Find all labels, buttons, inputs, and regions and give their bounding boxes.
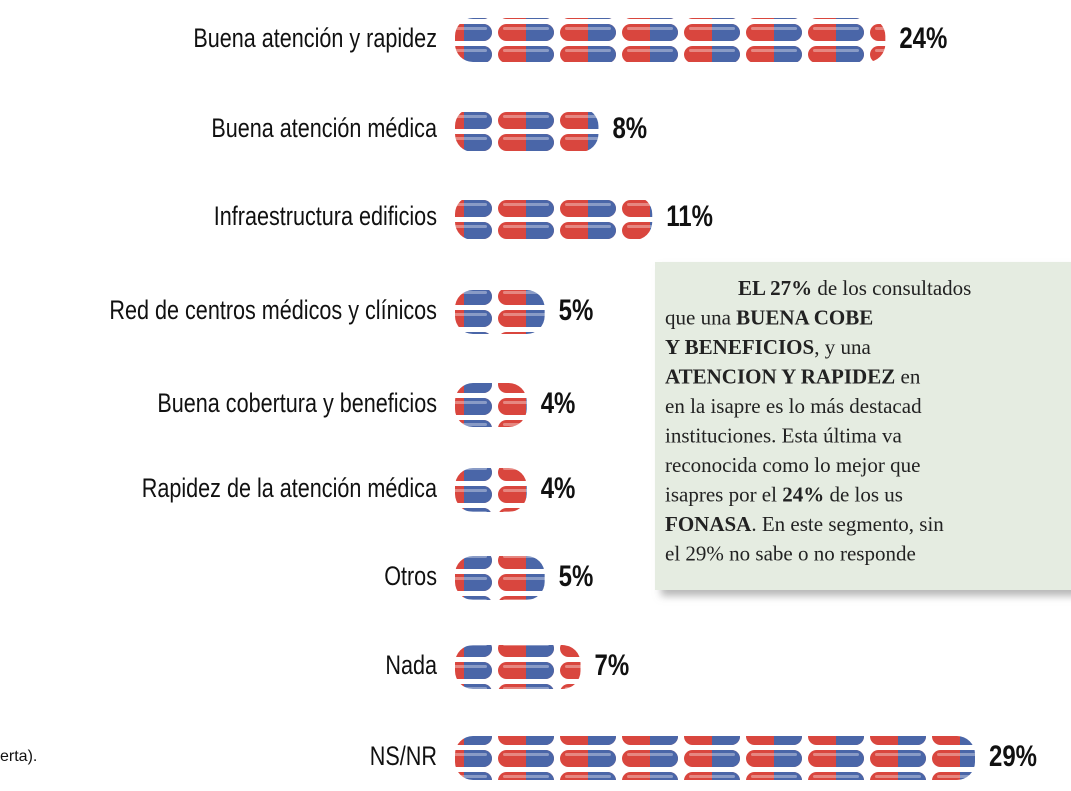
value-label: 5% xyxy=(559,558,594,592)
value-label: 29% xyxy=(989,738,1037,772)
category-label: Buena cobertura y beneficios xyxy=(157,389,437,419)
annotation-run: . En este segmento, sin xyxy=(751,512,944,536)
annotation-run: BUENA COBE xyxy=(736,305,873,329)
annotation-line: FONASA. En este segmento, sin xyxy=(665,512,944,536)
category-label: Infraestructura edificios xyxy=(214,202,437,232)
annotation-run: en xyxy=(895,364,921,388)
annotation-run: de los us xyxy=(824,482,903,506)
annotation-line: ATENCION Y RAPIDEZ en xyxy=(665,364,921,388)
value-label: 5% xyxy=(559,292,594,326)
annotation-line: instituciones. Esta última va xyxy=(665,423,902,447)
category-label: Buena atención y rapidez xyxy=(193,24,437,54)
annotation-run: 24% xyxy=(782,482,824,506)
annotation-run: , y una xyxy=(814,335,871,359)
value-label: 4% xyxy=(541,385,576,419)
value-label: 11% xyxy=(666,198,713,232)
annotation-run: isapres por el xyxy=(665,482,782,506)
value-label: 4% xyxy=(541,470,576,504)
annotation-run: que una xyxy=(665,305,736,329)
annotation-run: el 29% no sabe o no responde xyxy=(665,541,916,565)
category-label: Rapidez de la atención médica xyxy=(142,474,438,504)
annotation-line: el 29% no sabe o no responde xyxy=(665,541,916,565)
value-label: 8% xyxy=(612,110,647,144)
annotation-run: de los consultados xyxy=(812,276,971,300)
annotation-line: Y BENEFICIOS, y una xyxy=(665,335,871,359)
value-label: 24% xyxy=(899,20,947,54)
bar xyxy=(455,108,599,152)
annotation-run: ATENCION Y RAPIDEZ xyxy=(665,364,895,388)
annotation-line: reconocida como lo mejor que xyxy=(665,453,920,477)
bar xyxy=(455,736,975,780)
annotation-run: FONASA xyxy=(665,512,752,536)
category-label: Red de centros médicos y clínicos xyxy=(109,296,437,326)
annotation-line: en la isapre es lo más destacad xyxy=(665,394,922,418)
bar xyxy=(455,556,545,600)
bar xyxy=(455,18,886,62)
bar xyxy=(455,196,653,240)
annotation-box xyxy=(655,262,1071,590)
bar xyxy=(455,290,545,334)
annotation-run: en la isapre es lo más destacad xyxy=(665,394,922,418)
annotation-run: Y BENEFICIOS xyxy=(665,335,814,359)
annotation-run: instituciones. Esta última va xyxy=(665,423,902,447)
annotation-line: EL 27% de los consultados xyxy=(738,276,971,300)
annotation-line: que una BUENA COBE xyxy=(665,305,873,329)
annotation-run: EL 27% xyxy=(738,276,812,300)
category-label: Buena atención médica xyxy=(211,114,437,144)
category-label: NS/NR xyxy=(370,742,437,772)
bar xyxy=(455,645,581,689)
bar xyxy=(455,383,527,427)
category-label: Nada xyxy=(385,651,437,681)
annotation-run: reconocida como lo mejor que xyxy=(665,453,920,477)
bar xyxy=(455,468,527,512)
annotation-line: isapres por el 24% de los us xyxy=(665,482,903,506)
category-label: Otros xyxy=(384,562,437,592)
footnote: erta). xyxy=(0,748,37,765)
value-label: 7% xyxy=(595,647,630,681)
